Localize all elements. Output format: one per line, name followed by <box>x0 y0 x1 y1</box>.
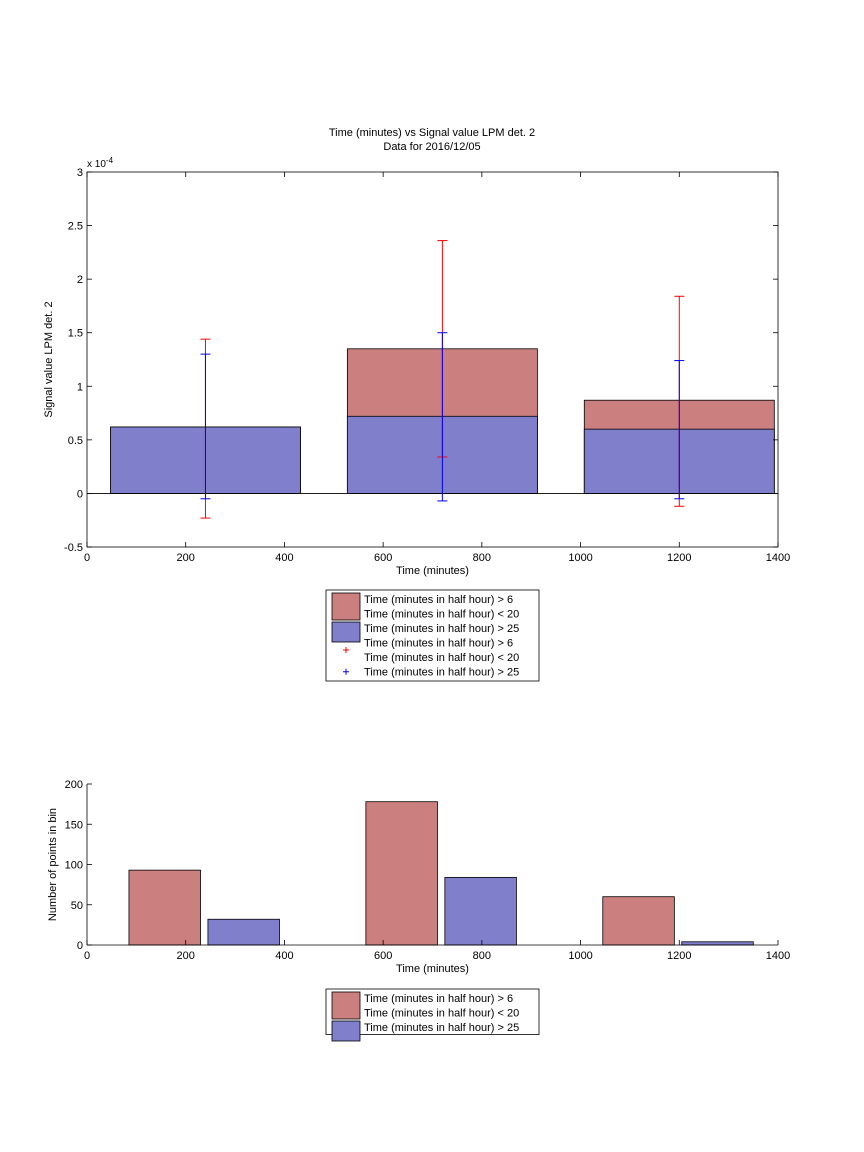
x-tick-label: 800 <box>473 552 491 564</box>
x-tick-label: 1200 <box>667 552 691 564</box>
legend-swatch <box>331 991 361 1020</box>
count-bar-series-0 <box>365 801 438 946</box>
legend-label: Time (minutes in half hour) > 25 <box>364 623 519 635</box>
x-tick-label: 600 <box>374 552 392 564</box>
legend-swatch <box>331 621 361 643</box>
chart-subtitle: Data for 2016/12/05 <box>383 141 480 153</box>
y-tick-label: -0.5 <box>64 542 83 554</box>
count-bar-series-1 <box>444 876 517 946</box>
x-tick-label: 1400 <box>766 950 790 962</box>
count-plot: 0 200 400 600 800 1000 1200 1400 0 50 100 150 200 Tim… <box>47 779 790 975</box>
y-tick-label: 0.5 <box>68 435 83 447</box>
chart-title: Time (minutes) vs Signal value LPM det. … <box>329 127 535 139</box>
x-tick-label: 1200 <box>667 950 691 962</box>
legend-swatch <box>331 592 361 621</box>
y-tick-label: 1 <box>77 381 83 393</box>
x-tick-label: 1400 <box>766 552 790 564</box>
y-tick-label: 150 <box>65 819 83 831</box>
x-axis-label: Time (minutes) <box>396 963 469 975</box>
y-tick-label: 0 <box>77 940 83 952</box>
legend-label: Time (minutes in half hour) < 20 <box>364 609 519 621</box>
legend-label: Time (minutes in half hour) > 6 <box>364 638 513 650</box>
signal-legend: Time (minutes in half hour) > 6 Time (min… <box>325 589 540 682</box>
legend-label: Time (minutes in half hour) > 6 <box>364 594 513 606</box>
y-tick-label: 3 <box>77 167 83 179</box>
x-tick-label: 1000 <box>568 950 592 962</box>
x-tick-label: 0 <box>84 950 90 962</box>
y-axis-label: Number of points in bin <box>47 808 59 921</box>
legend-box <box>325 988 540 1035</box>
y-tick-label: 2.5 <box>68 221 83 233</box>
y-tick-label: 1.5 <box>68 328 83 340</box>
y-tick-label: 50 <box>71 900 83 912</box>
count-bar-series-0 <box>128 869 201 946</box>
legend-swatch <box>331 1020 361 1042</box>
signal-plot: 0 200 400 600 800 1000 1200 1400-0.500.511.522.… <box>43 156 790 577</box>
y-tick-label: 100 <box>65 860 83 872</box>
x-tick-label: 200 <box>177 950 195 962</box>
exponent-label: x 10-4 <box>87 156 114 170</box>
x-tick-label: 1000 <box>568 552 592 564</box>
legend-label: Time (minutes in half hour) < 20 <box>364 652 519 664</box>
y-tick-label: 0 <box>77 488 83 500</box>
y-tick-label: 2 <box>77 274 83 286</box>
y-tick-label: 200 <box>65 779 83 791</box>
x-tick-label: 600 <box>374 950 392 962</box>
legend-label: Time (minutes in half hour) > 6 <box>364 993 513 1005</box>
count-legend: Time (minutes in half hour) > 6 Time (min… <box>325 988 540 1042</box>
x-tick-label: 800 <box>473 950 491 962</box>
legend-label: Time (minutes in half hour) > 25 <box>364 667 519 679</box>
x-axis-label: Time (minutes) <box>396 565 469 577</box>
legend-label: Time (minutes in half hour) > 25 <box>364 1022 519 1034</box>
count-bar-series-1 <box>681 941 754 946</box>
count-bar-series-0 <box>602 896 675 946</box>
x-tick-label: 400 <box>275 552 293 564</box>
y-axis-label: Signal value LPM det. 2 <box>43 301 55 417</box>
axes-frame <box>86 171 779 548</box>
x-tick-label: 0 <box>84 552 90 564</box>
x-tick-label: 400 <box>275 950 293 962</box>
count-bar-series-1 <box>207 918 280 946</box>
legend-box <box>325 589 540 682</box>
x-tick-label: 200 <box>177 552 195 564</box>
legend-label: Time (minutes in half hour) < 20 <box>364 1008 519 1020</box>
